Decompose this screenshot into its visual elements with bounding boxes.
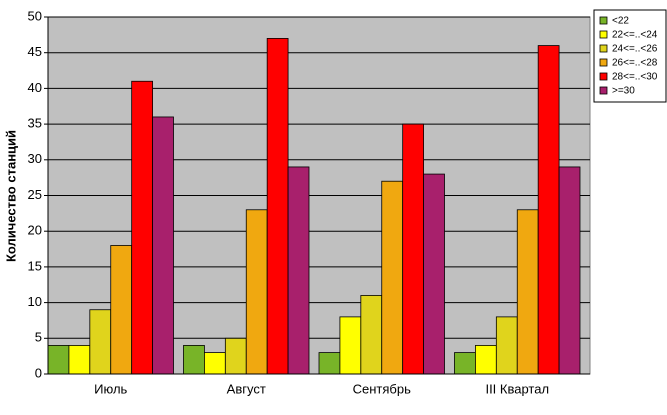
bar bbox=[318, 352, 341, 375]
bar bbox=[68, 345, 91, 375]
bar bbox=[245, 209, 268, 375]
bar bbox=[454, 352, 476, 375]
x-tick-label: Август bbox=[227, 381, 266, 396]
bar bbox=[89, 309, 112, 375]
y-tick-label: 40 bbox=[28, 80, 42, 95]
legend-swatch bbox=[599, 16, 608, 25]
y-tick-label: 0 bbox=[35, 365, 42, 380]
bar bbox=[47, 345, 70, 375]
legend-label: 24<=..<26 bbox=[612, 44, 658, 55]
y-tick-label: 25 bbox=[28, 187, 42, 202]
legend-label: 26<=..<28 bbox=[612, 58, 658, 69]
y-tick-label: 20 bbox=[28, 223, 42, 238]
bar bbox=[152, 116, 174, 375]
y-axis-label: Количество станций bbox=[3, 130, 18, 262]
legend-label: >=30 bbox=[612, 86, 635, 97]
bar bbox=[558, 166, 581, 375]
bar bbox=[110, 245, 133, 375]
bar bbox=[423, 173, 445, 375]
x-tick-label: III Квартал bbox=[485, 381, 549, 396]
legend-swatch bbox=[599, 30, 608, 39]
legend: <22 22<=..<24 24<=..<26 26<=..<28 28<=..<30 >… bbox=[593, 9, 667, 103]
legend-swatch bbox=[599, 58, 608, 67]
y-tick-label: 45 bbox=[28, 44, 42, 59]
bar bbox=[339, 316, 362, 375]
bar bbox=[287, 166, 310, 375]
bar bbox=[183, 345, 205, 375]
bar bbox=[516, 209, 539, 375]
bar bbox=[360, 295, 383, 375]
y-tick-label: 35 bbox=[28, 116, 42, 131]
bar bbox=[266, 38, 289, 375]
x-tick-label: Сентябрь bbox=[353, 381, 411, 396]
bar bbox=[131, 80, 153, 375]
y-tick-label: 30 bbox=[28, 151, 42, 166]
legend-swatch bbox=[599, 72, 608, 81]
legend-label: 28<=..<30 bbox=[612, 72, 658, 83]
legend-label: <22 bbox=[612, 16, 629, 27]
y-tick-label: 5 bbox=[35, 330, 42, 345]
y-tick-label: 15 bbox=[28, 258, 42, 273]
bar bbox=[537, 45, 560, 375]
legend-label: 22<=..<24 bbox=[612, 30, 658, 41]
legend-swatch bbox=[599, 86, 608, 95]
y-tick-label: 50 bbox=[28, 8, 42, 23]
bar bbox=[204, 352, 226, 375]
bar bbox=[224, 337, 247, 375]
bar bbox=[402, 123, 424, 375]
y-tick-label: 10 bbox=[28, 294, 42, 309]
x-tick-label: Июль bbox=[94, 381, 127, 396]
bar bbox=[495, 316, 518, 375]
bar bbox=[381, 180, 404, 375]
bar bbox=[475, 345, 497, 375]
legend-swatch bbox=[599, 44, 608, 53]
